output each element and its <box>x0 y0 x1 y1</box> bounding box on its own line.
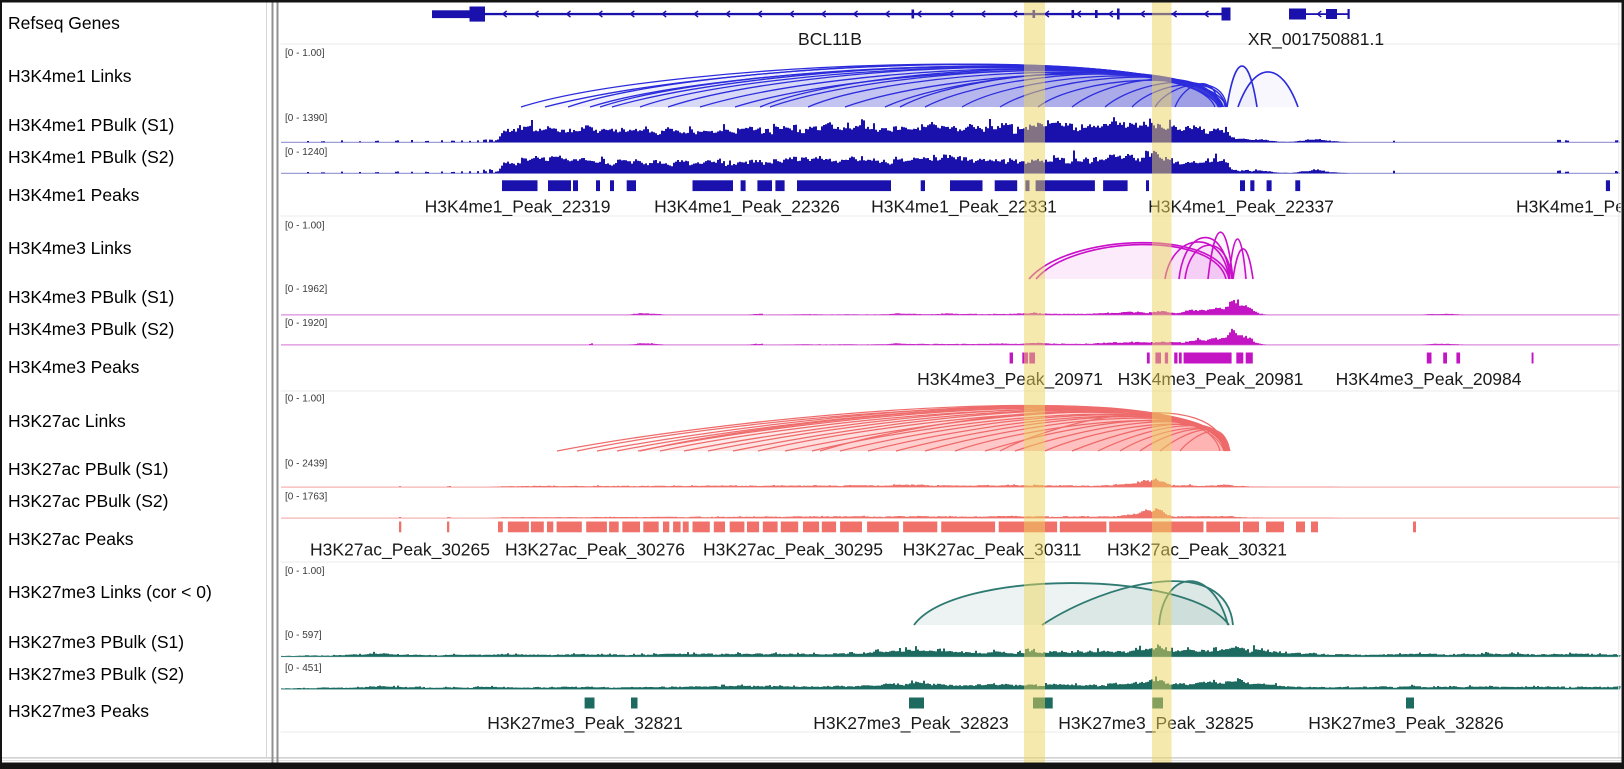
svg-text:Refseq Genes: Refseq Genes <box>8 13 120 33</box>
svg-text:H3K27me3 PBulk (S1): H3K27me3 PBulk (S1) <box>8 632 184 652</box>
svg-text:H3K4me3_Peak_20981: H3K4me3_Peak_20981 <box>1118 369 1304 390</box>
svg-text:H3K27ac_Peak_30295: H3K27ac_Peak_30295 <box>703 540 883 561</box>
svg-text:[0 - 2439]: [0 - 2439] <box>285 459 327 470</box>
svg-text:H3K27ac_Peak_30311: H3K27ac_Peak_30311 <box>903 540 1082 561</box>
svg-text:[0 - 1763]: [0 - 1763] <box>285 492 327 503</box>
svg-text:[0 - 1.00]: [0 - 1.00] <box>285 566 325 577</box>
svg-text:H3K27ac_Peak_30276: H3K27ac_Peak_30276 <box>505 540 685 561</box>
svg-text:[0 - 597]: [0 - 597] <box>285 630 322 641</box>
svg-text:H3K27me3 Peaks: H3K27me3 Peaks <box>8 701 149 721</box>
svg-text:[0 - 1962]: [0 - 1962] <box>285 284 327 295</box>
svg-text:H3K4me1_Peak_22331: H3K4me1_Peak_22331 <box>871 197 1057 218</box>
svg-text:H3K27ac PBulk (S1): H3K27ac PBulk (S1) <box>8 459 169 479</box>
svg-text:H3K27me3 Links (cor < 0): H3K27me3 Links (cor < 0) <box>8 582 212 602</box>
svg-text:[0 - 1240]: [0 - 1240] <box>285 147 327 158</box>
svg-text:H3K27me3_Peak_32826: H3K27me3_Peak_32826 <box>1308 713 1504 734</box>
svg-text:H3K4me3_Peak_20971: H3K4me3_Peak_20971 <box>917 369 1103 390</box>
svg-text:H3K4me1 PBulk (S1): H3K4me1 PBulk (S1) <box>8 115 174 135</box>
svg-text:XR_001750881.1: XR_001750881.1 <box>1248 29 1384 50</box>
svg-text:H3K4me3 Peaks: H3K4me3 Peaks <box>8 357 140 377</box>
svg-text:[0 - 451]: [0 - 451] <box>285 663 322 674</box>
svg-text:H3K4me1_Peak_22326: H3K4me1_Peak_22326 <box>654 197 840 218</box>
svg-text:[0 - 1.00]: [0 - 1.00] <box>285 221 325 232</box>
svg-text:H3K27me3 PBulk (S2): H3K27me3 PBulk (S2) <box>8 664 184 684</box>
svg-text:H3K4me1_Peak_22319: H3K4me1_Peak_22319 <box>425 197 611 218</box>
svg-text:H3K27me3_Peak_32821: H3K27me3_Peak_32821 <box>487 713 683 734</box>
svg-text:H3K4me3_Peak_20984: H3K4me3_Peak_20984 <box>1336 369 1522 390</box>
svg-text:H3K4me1_Peak_22337: H3K4me1_Peak_22337 <box>1148 197 1334 218</box>
svg-text:H3K27ac Peaks: H3K27ac Peaks <box>8 529 134 549</box>
svg-text:[0 - 1.00]: [0 - 1.00] <box>285 48 325 59</box>
svg-text:H3K27ac PBulk (S2): H3K27ac PBulk (S2) <box>8 491 169 511</box>
svg-text:H3K4me3 Links: H3K4me3 Links <box>8 238 132 258</box>
svg-text:H3K4me3 PBulk (S2): H3K4me3 PBulk (S2) <box>8 319 174 339</box>
svg-text:H3K4me1 Peaks: H3K4me1 Peaks <box>8 185 140 205</box>
svg-text:H3K4me3 PBulk (S1): H3K4me3 PBulk (S1) <box>8 287 174 307</box>
svg-text:H3K4me1 Links: H3K4me1 Links <box>8 66 132 86</box>
svg-text:[0 - 1920]: [0 - 1920] <box>285 318 327 329</box>
svg-text:H3K27me3_Peak_32823: H3K27me3_Peak_32823 <box>813 713 1009 734</box>
svg-text:H3K4me1_Peak_22341: H3K4me1_Peak_22341 <box>1516 197 1624 218</box>
svg-text:[0 - 1.00]: [0 - 1.00] <box>285 394 325 405</box>
svg-text:BCL11B: BCL11B <box>798 29 862 49</box>
svg-text:H3K27ac Links: H3K27ac Links <box>8 411 126 431</box>
svg-text:[0 - 1390]: [0 - 1390] <box>285 113 327 124</box>
svg-text:H3K4me1 PBulk (S2): H3K4me1 PBulk (S2) <box>8 147 174 167</box>
svg-text:H3K27ac_Peak_30265: H3K27ac_Peak_30265 <box>310 540 490 561</box>
svg-text:H3K27ac_Peak_30321: H3K27ac_Peak_30321 <box>1107 540 1287 561</box>
